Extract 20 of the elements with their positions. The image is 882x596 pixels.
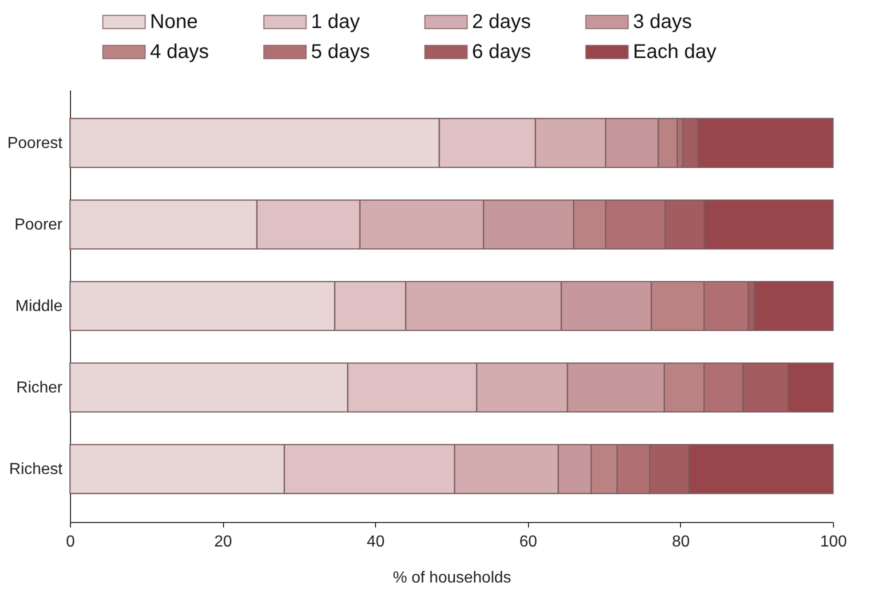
y-tick-label: Middle — [15, 298, 63, 315]
legend-label: 2 days — [472, 11, 531, 33]
legend-label: 4 days — [150, 41, 209, 63]
x-tick-label: 20 — [214, 534, 232, 550]
legend-label: 1 day — [311, 11, 360, 33]
x-tick-label: 80 — [672, 534, 690, 550]
x-tick-label: 40 — [366, 534, 385, 550]
legend-label: 3 days — [633, 11, 692, 33]
x-tick-label: 0 — [66, 534, 76, 550]
x-tick-label: 60 — [519, 534, 538, 550]
y-tick-label: Richer — [16, 380, 64, 397]
y-tick-label: Richest — [9, 461, 64, 478]
x-tick-label: 100 — [820, 534, 847, 550]
legend-label: 6 days — [472, 41, 531, 63]
legend-label: 5 days — [311, 41, 370, 63]
legend-label: None — [150, 11, 198, 33]
y-tick-label: Poorer — [14, 216, 64, 234]
legend-label: Each day — [633, 41, 716, 63]
x-axis-title: % of households — [392, 570, 512, 586]
y-tick-label: Poorest — [7, 134, 64, 152]
